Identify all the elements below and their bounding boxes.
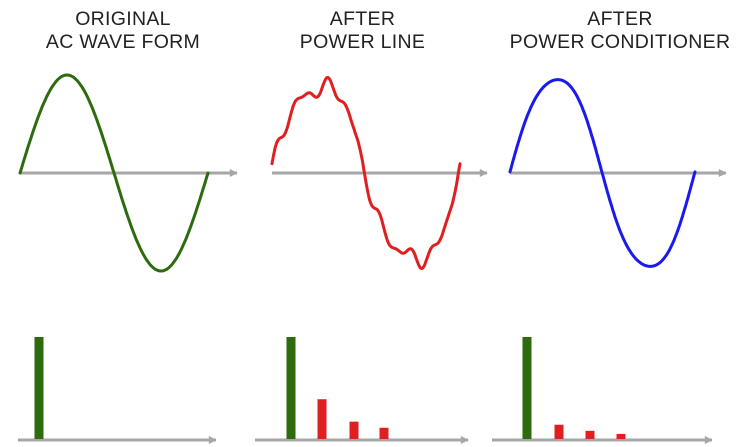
harmonic-bar [317, 399, 327, 439]
original-wave-title: ORIGINAL AC WAVE FORM [18, 8, 228, 54]
fundamental-bar [286, 337, 296, 439]
title-line-2: POWER CONDITIONER [509, 31, 731, 53]
original-sine-wave [18, 73, 210, 273]
harmonic-bar [616, 433, 626, 439]
harmonic-bar [554, 424, 564, 439]
title-line-1: ORIGINAL [75, 8, 171, 30]
power-conditioner-wave-title: AFTER POWER CONDITIONER [490, 8, 750, 54]
harmonic-bar [379, 427, 389, 439]
harmonic-bar [585, 430, 595, 439]
fundamental-bar [522, 337, 532, 439]
distorted-power-line-wave [270, 76, 462, 270]
title-line-1: AFTER [329, 8, 396, 30]
fundamental-bar [34, 337, 44, 439]
title-line-1: AFTER [587, 8, 653, 30]
harmonic-bar [349, 421, 359, 439]
power-line-wave-title: AFTER POWER LINE [255, 8, 470, 54]
spectrum-bars [34, 337, 626, 439]
conditioned-wave [508, 78, 697, 268]
title-line-2: POWER LINE [299, 31, 426, 53]
title-line-2: AC WAVE FORM [45, 31, 201, 53]
